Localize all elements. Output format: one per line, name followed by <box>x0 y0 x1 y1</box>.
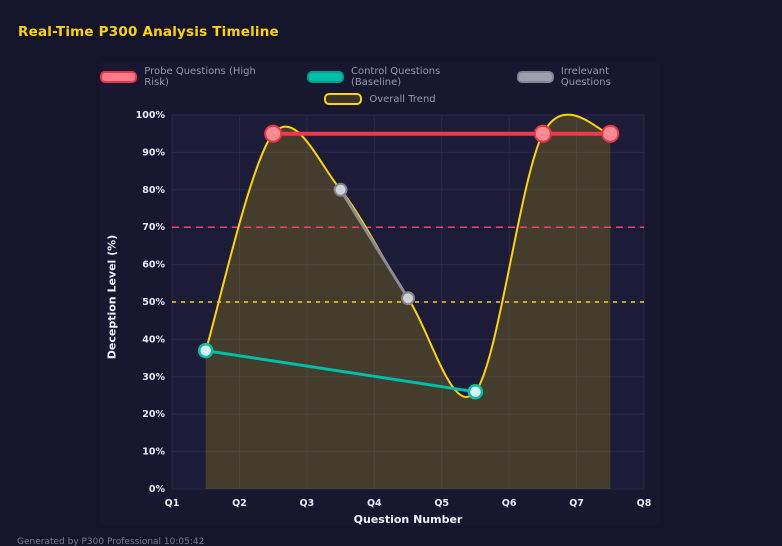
y-tick-label: 50% <box>142 297 165 308</box>
y-tick-label: 90% <box>142 147 165 158</box>
y-tick-label: 40% <box>142 334 165 345</box>
x-tick-label: Q5 <box>434 498 449 509</box>
y-tick-label: 10% <box>142 447 165 458</box>
x-tick-label: Q1 <box>165 498 180 509</box>
chart-legend: Probe Questions (High Risk) Control Quest… <box>100 66 660 105</box>
y-axis-title: Deception Level (%) <box>105 234 119 359</box>
legend-item-irrelevant-questions[interactable]: Irrelevant Questions <box>516 66 660 88</box>
x-tick-label: Q6 <box>502 498 517 509</box>
y-tick-label: 80% <box>142 185 165 196</box>
y-tick-label: 70% <box>142 222 165 233</box>
legend-swatch-irrelevant-questions <box>516 71 554 83</box>
legend-swatch-control-questions-baseline <box>306 71 344 83</box>
chart-card: Probe Questions (High Risk) Control Quest… <box>100 62 660 526</box>
x-tick-label: Q7 <box>569 498 584 509</box>
x-tick-label: Q2 <box>232 498 247 509</box>
page-title: Real-Time P300 Analysis Timeline <box>18 24 279 40</box>
legend-label: Probe Questions (High Risk) <box>144 66 256 88</box>
x-tick-label: Q8 <box>637 498 652 509</box>
legend-label: Control Questions (Baseline) <box>350 66 441 88</box>
legend-row: Overall Trend <box>100 93 660 105</box>
x-axis-title: Question Number <box>353 513 463 526</box>
x-tick-label: Q4 <box>367 498 382 509</box>
y-tick-label: 60% <box>142 260 165 271</box>
footer-text: Generated by P300 Professional 10:05:42 <box>17 537 205 546</box>
y-tick-label: 100% <box>136 110 166 121</box>
y-tick-label: 0% <box>149 484 166 495</box>
y-tick-label: 30% <box>142 372 165 383</box>
legend-swatch-overall-trend <box>324 93 363 105</box>
legend-row: Probe Questions (High Risk) Control Quest… <box>100 66 660 88</box>
legend-item-control-questions-baseline[interactable]: Control Questions (Baseline) <box>306 66 491 88</box>
legend-item-overall-trend[interactable]: Overall Trend <box>324 93 436 105</box>
legend-item-probe-questions-high-risk[interactable]: Probe Questions (High Risk) <box>100 66 281 88</box>
plot-area: Q1 Q2 Q3 Q4 Q5 Q6 Q7 Q8 0% 10% 20% 30% 40% 50% 60% 70% 8… <box>136 110 652 509</box>
plot-row: Deception Level (%) Q1 Q2 Q3 Q4 Q5 Q6 Q7 Q8 0% 10… <box>100 107 660 519</box>
legend-swatch-probe-questions-high-risk <box>100 71 138 83</box>
legend-label: Irrelevant Questions <box>560 66 611 88</box>
legend-label: Overall Trend <box>369 93 436 105</box>
x-tick-label: Q3 <box>300 498 315 509</box>
y-tick-label: 20% <box>142 409 165 420</box>
y-axis-title-wrap: Deception Level (%) <box>100 107 124 519</box>
